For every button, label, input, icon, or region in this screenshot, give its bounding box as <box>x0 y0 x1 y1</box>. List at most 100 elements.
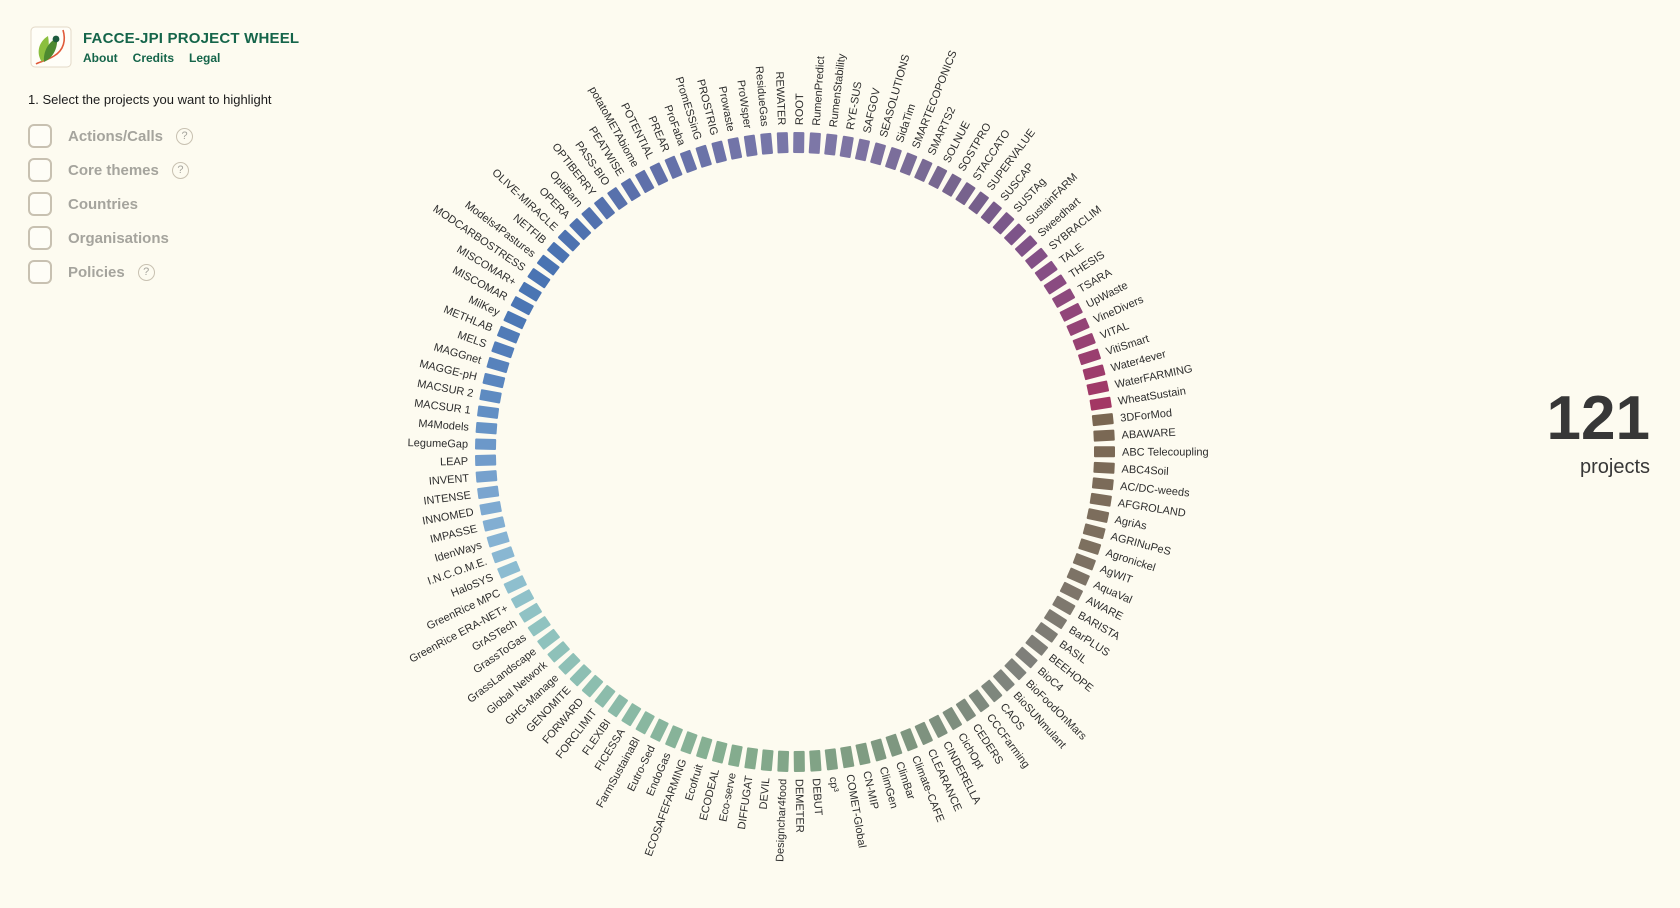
project-tick[interactable] <box>711 140 727 164</box>
organisations-label[interactable]: Organisations <box>68 229 169 247</box>
project-tick[interactable] <box>870 738 887 762</box>
project-tick[interactable] <box>885 147 902 171</box>
project-tick[interactable] <box>870 142 886 166</box>
project-tick[interactable] <box>981 679 1003 703</box>
project-tick[interactable] <box>695 144 712 168</box>
countries-checkbox[interactable] <box>28 192 52 216</box>
project-tick[interactable] <box>679 149 698 174</box>
project-tick[interactable] <box>1052 288 1076 308</box>
project-tick[interactable] <box>1052 595 1076 615</box>
project-tick[interactable] <box>744 747 759 770</box>
project-tick[interactable] <box>1044 609 1068 630</box>
project-tick[interactable] <box>1034 260 1058 282</box>
project-tick[interactable] <box>696 736 713 760</box>
project-tick[interactable] <box>581 207 603 230</box>
project-tick[interactable] <box>557 229 581 252</box>
project-tick[interactable] <box>477 405 500 419</box>
actions-calls-help-icon[interactable]: ? <box>176 127 194 145</box>
project-tick[interactable] <box>1066 567 1090 586</box>
project-tick[interactable] <box>519 602 543 623</box>
project-tick[interactable] <box>1078 538 1102 555</box>
project-tick[interactable] <box>928 165 948 190</box>
project-tick[interactable] <box>1093 461 1115 474</box>
project-tick[interactable] <box>1014 235 1038 257</box>
project-tick[interactable] <box>968 689 990 713</box>
project-tick[interactable] <box>1082 523 1106 539</box>
project-tick[interactable] <box>928 714 948 739</box>
project-tick[interactable] <box>777 750 790 772</box>
project-tick[interactable] <box>479 389 502 404</box>
project-tick[interactable] <box>793 750 805 773</box>
project-tick[interactable] <box>955 182 976 206</box>
project-tick[interactable] <box>479 501 502 516</box>
project-tick[interactable] <box>793 131 805 154</box>
nav-link-legal[interactable]: Legal <box>189 51 221 65</box>
project-tick[interactable] <box>486 531 510 548</box>
project-tick[interactable] <box>482 516 506 532</box>
countries-label[interactable]: Countries <box>68 195 139 213</box>
project-tick[interactable] <box>840 745 855 769</box>
project-tick[interactable] <box>649 162 669 186</box>
project-tick[interactable] <box>650 718 669 742</box>
project-tick[interactable] <box>511 589 535 609</box>
project-tick[interactable] <box>1043 274 1067 295</box>
project-tick[interactable] <box>1059 303 1083 322</box>
project-tick[interactable] <box>503 575 527 594</box>
project-tick[interactable] <box>808 132 821 154</box>
project-tick[interactable] <box>1091 477 1114 491</box>
project-tick[interactable] <box>491 546 515 564</box>
project-tick[interactable] <box>1093 446 1116 458</box>
project-tick[interactable] <box>899 152 918 176</box>
project-tick[interactable] <box>1066 317 1090 337</box>
project-tick[interactable] <box>547 242 570 264</box>
policies-label[interactable]: Policies <box>68 263 125 281</box>
project-tick[interactable] <box>527 616 551 637</box>
project-tick[interactable] <box>942 707 962 731</box>
project-tick[interactable] <box>569 664 592 687</box>
project-tick[interactable] <box>558 653 581 675</box>
project-tick[interactable] <box>743 134 758 157</box>
project-tick[interactable] <box>621 703 642 727</box>
project-tick[interactable] <box>475 421 498 435</box>
project-tick[interactable] <box>537 628 560 650</box>
project-tick[interactable] <box>607 187 628 211</box>
project-tick[interactable] <box>635 169 655 194</box>
project-tick[interactable] <box>1004 223 1027 246</box>
project-tick[interactable] <box>942 173 962 197</box>
project-tick[interactable] <box>477 485 500 500</box>
nav-link-credits[interactable]: Credits <box>132 51 174 65</box>
project-tick[interactable] <box>1078 348 1101 366</box>
project-tick[interactable] <box>497 560 521 579</box>
project-tick[interactable] <box>474 438 497 450</box>
project-tick[interactable] <box>885 733 903 757</box>
project-tick[interactable] <box>914 721 933 746</box>
project-tick[interactable] <box>1015 646 1038 669</box>
project-tick[interactable] <box>980 201 1002 224</box>
project-tick[interactable] <box>1072 553 1097 571</box>
project-tick[interactable] <box>497 325 521 344</box>
project-tick[interactable] <box>760 749 774 772</box>
project-tick[interactable] <box>855 742 871 766</box>
project-tick[interactable] <box>824 748 838 771</box>
project-tick[interactable] <box>1093 429 1115 442</box>
project-tick[interactable] <box>855 138 870 162</box>
project-tick[interactable] <box>727 137 743 160</box>
project-tick[interactable] <box>1072 333 1096 351</box>
project-tick[interactable] <box>900 728 918 752</box>
project-tick[interactable] <box>1004 658 1027 681</box>
project-tick[interactable] <box>594 196 616 220</box>
project-tick[interactable] <box>482 373 506 389</box>
project-tick[interactable] <box>665 725 683 749</box>
project-tick[interactable] <box>1086 508 1110 523</box>
project-tick[interactable] <box>1089 396 1112 411</box>
policies-checkbox[interactable] <box>28 260 52 284</box>
project-tick[interactable] <box>510 296 534 316</box>
project-tick[interactable] <box>993 669 1015 692</box>
project-tick[interactable] <box>760 132 773 155</box>
project-tick[interactable] <box>503 310 527 330</box>
actions-calls-checkbox[interactable] <box>28 124 52 148</box>
project-tick[interactable] <box>664 155 683 180</box>
project-tick[interactable] <box>1035 622 1058 643</box>
core-themes-help-icon[interactable]: ? <box>171 161 189 179</box>
project-tick[interactable] <box>955 698 977 722</box>
